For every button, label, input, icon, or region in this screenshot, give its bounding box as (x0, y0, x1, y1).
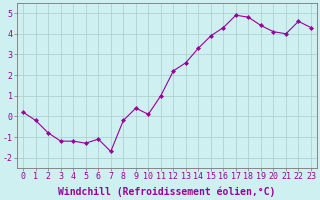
X-axis label: Windchill (Refroidissement éolien,°C): Windchill (Refroidissement éolien,°C) (58, 187, 276, 197)
